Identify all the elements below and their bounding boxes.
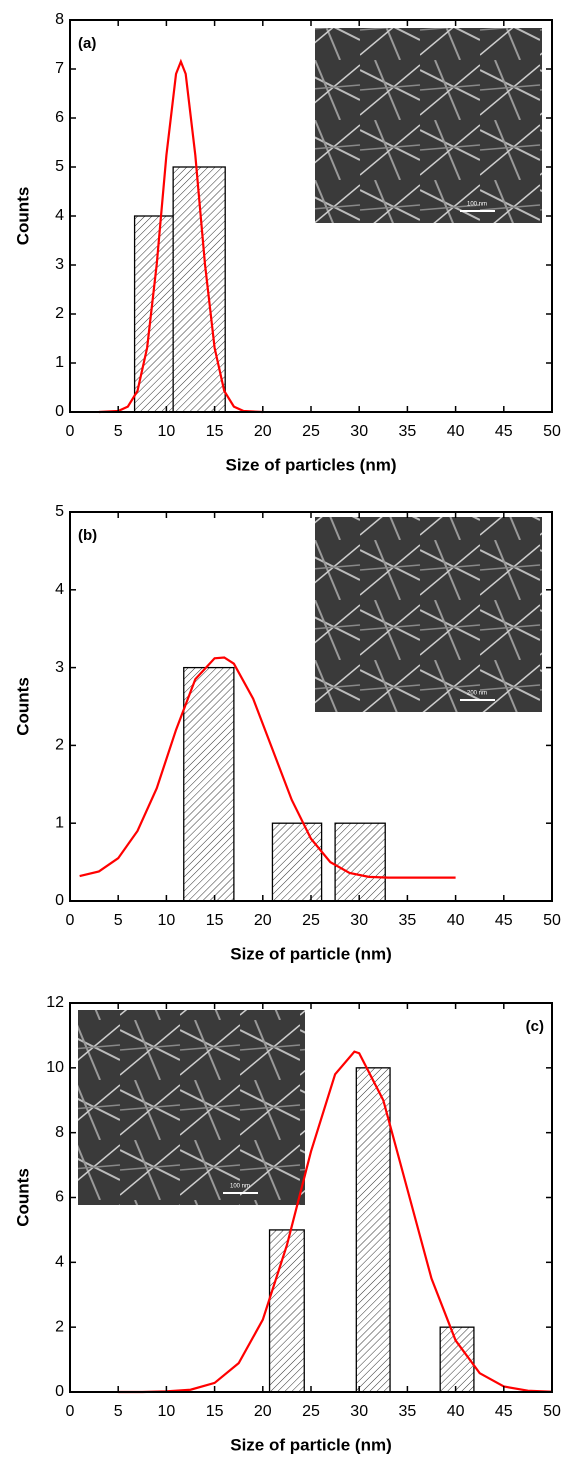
- y-tick-label: 8: [55, 11, 64, 28]
- bar: [356, 1068, 390, 1392]
- y-tick-label: 4: [55, 1254, 64, 1271]
- x-tick-label: 20: [254, 1403, 272, 1420]
- y-tick-label: 2: [55, 737, 64, 754]
- y-tick-label: 1: [55, 354, 64, 371]
- x-tick-label: 30: [350, 423, 368, 440]
- x-tick-label: 20: [254, 423, 272, 440]
- scale-label: 200 nm: [467, 691, 487, 697]
- y-tick-label: 7: [55, 60, 64, 77]
- bar: [335, 823, 385, 901]
- y-tick-label: 1: [55, 814, 64, 831]
- x-tick-label: 40: [447, 912, 465, 929]
- y-tick-label: 5: [55, 503, 64, 520]
- x-tick-label: 45: [495, 423, 513, 440]
- x-tick-label: 35: [399, 1403, 417, 1420]
- x-tick-label: 10: [158, 912, 176, 929]
- y-tick-label: 12: [46, 994, 64, 1011]
- x-axis-label: Size of particle (nm): [230, 944, 392, 963]
- y-tick-label: 3: [55, 256, 64, 273]
- x-tick-label: 30: [350, 912, 368, 929]
- x-tick-label: 0: [66, 912, 75, 929]
- x-tick-label: 45: [495, 1403, 513, 1420]
- x-tick-label: 35: [399, 423, 417, 440]
- x-tick-label: 5: [114, 423, 123, 440]
- x-tick-label: 40: [447, 423, 465, 440]
- figure: 100 nm05101520253035404550012345678(a)Si…: [0, 0, 568, 1461]
- y-tick-label: 5: [55, 158, 64, 175]
- x-tick-label: 25: [302, 912, 320, 929]
- x-tick-label: 30: [350, 1403, 368, 1420]
- x-tick-label: 10: [158, 423, 176, 440]
- y-axis-label: Counts: [13, 1168, 32, 1227]
- panel-label: (a): [78, 35, 96, 52]
- scale-label: 100 nm: [467, 202, 487, 208]
- inset-image: [78, 1010, 305, 1205]
- y-tick-label: 0: [55, 892, 64, 909]
- bar: [270, 1230, 305, 1392]
- x-tick-label: 40: [447, 1403, 465, 1420]
- y-tick-label: 6: [55, 1189, 64, 1206]
- x-tick-label: 50: [543, 1403, 561, 1420]
- x-tick-label: 15: [206, 423, 224, 440]
- x-tick-label: 0: [66, 1403, 75, 1420]
- y-tick-label: 0: [55, 403, 64, 420]
- x-tick-label: 20: [254, 912, 272, 929]
- y-tick-label: 3: [55, 659, 64, 676]
- x-tick-label: 50: [543, 912, 561, 929]
- x-tick-label: 15: [206, 1403, 224, 1420]
- y-tick-label: 6: [55, 109, 64, 126]
- bar: [272, 823, 321, 901]
- x-axis-label: Size of particles (nm): [226, 455, 397, 474]
- bar: [184, 668, 234, 901]
- x-tick-label: 5: [114, 1403, 123, 1420]
- y-tick-label: 4: [55, 207, 64, 224]
- y-axis-label: Counts: [13, 677, 32, 736]
- inset-image: [315, 517, 542, 712]
- x-tick-label: 10: [158, 1403, 176, 1420]
- panel-label: (c): [526, 1018, 544, 1035]
- y-axis-label: Counts: [13, 187, 32, 246]
- y-tick-label: 2: [55, 305, 64, 322]
- x-tick-label: 45: [495, 912, 513, 929]
- x-tick-label: 50: [543, 423, 561, 440]
- x-tick-label: 15: [206, 912, 224, 929]
- inset-image: [315, 28, 542, 223]
- x-tick-label: 25: [302, 1403, 320, 1420]
- x-tick-label: 0: [66, 423, 75, 440]
- y-tick-label: 8: [55, 1124, 64, 1141]
- y-tick-label: 2: [55, 1318, 64, 1335]
- y-tick-label: 10: [46, 1059, 64, 1076]
- x-tick-label: 35: [399, 912, 417, 929]
- scale-label: 100 nm: [230, 1184, 250, 1190]
- x-tick-label: 5: [114, 912, 123, 929]
- y-tick-label: 0: [55, 1383, 64, 1400]
- panel-label: (b): [78, 527, 97, 544]
- y-tick-label: 4: [55, 581, 64, 598]
- x-axis-label: Size of particle (nm): [230, 1435, 392, 1454]
- x-tick-label: 25: [302, 423, 320, 440]
